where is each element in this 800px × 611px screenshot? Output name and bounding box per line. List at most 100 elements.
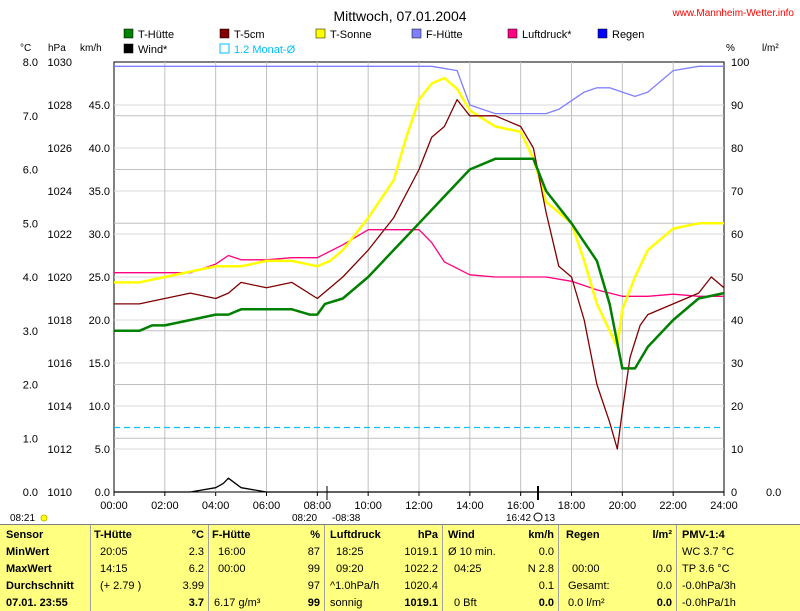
t-huette-max-time: 14:15 (100, 563, 128, 575)
sun-icon (40, 514, 48, 522)
sun-time-left: 08:21 (10, 513, 35, 524)
f-huette-current: 99 (307, 597, 320, 609)
col-t-huette: T-Hütte °C 20:05 2.3 14:15 6.2 (+ 2.79 ) 3.9… (90, 525, 209, 611)
tick-kmh: 5.0 (95, 444, 110, 456)
unit-t-huette: °C (191, 529, 204, 541)
wind-mean: 0.1 (538, 580, 554, 592)
tick-hpa: 1018 (48, 315, 72, 327)
col-wind: Wind km/h Ø 10 min. 0.0 04:25 N 2.8 0.1 0 B… (442, 525, 559, 611)
pmv-dewpoint: TP 3.6 °C (682, 563, 730, 575)
tick-time: 20:00 (609, 500, 637, 512)
row-label-max: MaxWert (6, 563, 52, 575)
wind-bft: 0 Bft (454, 597, 477, 609)
stats-header-sensor: Sensor (6, 529, 44, 541)
tick-percent: 80 (731, 143, 743, 155)
tick-hpa: 1014 (48, 401, 72, 413)
tick-time: 16:00 (507, 500, 535, 512)
regen-current: 0.0 (656, 597, 672, 609)
tick-time: 08:00 (304, 500, 332, 512)
grid (114, 62, 724, 492)
row-label-avg: Durchschnitt (6, 580, 74, 592)
f-huette-abs: 6.17 g/m³ (214, 597, 261, 609)
tick-percent: 30 (731, 358, 743, 370)
tick-celsius: 5.0 (23, 218, 38, 230)
luftdruck-min: 1019.1 (404, 546, 438, 558)
t-huette-min: 2.3 (188, 546, 204, 558)
tick-kmh: 15.0 (89, 358, 110, 370)
axis-ticks: 8.07.06.05.04.03.02.01.00.01030102810261… (23, 57, 782, 512)
tick-kmh: 25.0 (89, 272, 110, 284)
hdr-luftdruck: Luftdruck (330, 529, 381, 541)
sunset-time-2: 13 (544, 513, 556, 524)
f-huette-max-time: 00:00 (218, 563, 246, 575)
legend-swatch (315, 28, 326, 39)
regen-max-time: 00:00 (572, 563, 600, 575)
tick-celsius: 0.0 (23, 487, 38, 499)
tick-time: 24:00 (710, 500, 738, 512)
unit-rain: l/m² (762, 43, 779, 54)
tick-celsius: 3.0 (23, 326, 38, 338)
wind-max-time: 04:25 (454, 563, 482, 575)
tick-percent: 90 (731, 100, 743, 112)
tick-time: 22:00 (659, 500, 687, 512)
sunrise-time: 08:20 (292, 513, 317, 524)
tick-rain: 0.0 (766, 487, 781, 499)
tick-time: 02:00 (151, 500, 179, 512)
legend-label: Regen (612, 29, 644, 41)
tick-hpa: 1020 (48, 272, 72, 284)
unit-luftdruck: hPa (417, 529, 438, 541)
tick-percent: 70 (731, 186, 743, 198)
series-wind- (114, 477, 724, 493)
col-f-huette: F-Hütte% 16:00 87 00:00 99 97 6.17 g/m³ 99 (208, 525, 325, 611)
legend: T-Hütte T-5cm T-Sonne F-Hütte Luftdruck* Rege… (123, 28, 644, 56)
legend-label: 1.2 Monat-Ø (234, 44, 296, 56)
luftdruck-max-time: 09:20 (336, 563, 364, 575)
tick-time: 10:00 (354, 500, 382, 512)
hdr-f-huette: F-Hütte (212, 529, 251, 541)
unit-hpa: hPa (48, 43, 66, 54)
f-huette-min-time: 16:00 (218, 546, 246, 558)
col-regen: Regen l/m² 00:00 0.0 Gesamt: 0.0 0.0 l/m² 0.… (558, 525, 677, 611)
legend-label: Wind* (138, 44, 168, 56)
f-huette-min: 87 (307, 546, 320, 558)
row-label-current: 07.01. 23:55 (6, 597, 68, 609)
chart-title: Mittwoch, 07.01.2004 (333, 8, 466, 24)
series-t-h-tte (114, 157, 725, 370)
legend-swatch (219, 43, 230, 54)
legend-label: T-5cm (234, 29, 265, 41)
tick-hpa: 1026 (48, 143, 72, 155)
tick-percent: 60 (731, 229, 743, 241)
pmv-windchill: WC 3.7 °C (682, 546, 735, 558)
tick-kmh: 20.0 (89, 315, 110, 327)
t-huette-avg: 3.99 (182, 580, 204, 592)
tick-celsius: 1.0 (23, 433, 38, 445)
f-huette-max: 99 (307, 563, 320, 575)
t-huette-max: 6.2 (188, 563, 204, 575)
series-f-h-tte (114, 65, 724, 115)
website-link[interactable]: www.Mannheim-Wetter.info (671, 8, 794, 19)
legend-swatch (123, 28, 134, 39)
tick-kmh: 35.0 (89, 186, 110, 198)
pmv-trend-1h: -0.0hPa/1h (682, 597, 736, 609)
sunrise-time-2: -08:38 (332, 513, 361, 524)
row-label-min: MinWert (6, 546, 50, 558)
stats-table: Sensor MinWert MaxWert Durchschnitt 07.0… (0, 524, 800, 611)
tick-time: 18:00 (558, 500, 586, 512)
tick-hpa: 1012 (48, 444, 72, 456)
tick-hpa: 1024 (48, 186, 72, 198)
tick-celsius: 2.0 (23, 380, 38, 392)
unit-celsius: °C (20, 43, 31, 54)
t-huette-delta: (+ 2.79 ) (100, 580, 142, 592)
t-huette-current: 3.7 (188, 597, 204, 609)
luftdruck-max: 1022.2 (404, 563, 438, 575)
tick-percent: 40 (731, 315, 743, 327)
tick-percent: 10 (731, 444, 743, 456)
col-pmv: PMV-1:4 WC 3.7 °C TP 3.6 °C -0.0hPa/3h -… (676, 525, 800, 611)
tick-hpa: 1030 (48, 57, 72, 69)
legend-swatch (123, 43, 134, 54)
hdr-t-huette: T-Hütte (94, 529, 132, 541)
tick-kmh: 45.0 (89, 100, 110, 112)
series-t-sonne (114, 76, 724, 349)
tick-percent: 100 (731, 57, 749, 69)
unit-f-huette: % (310, 529, 320, 541)
